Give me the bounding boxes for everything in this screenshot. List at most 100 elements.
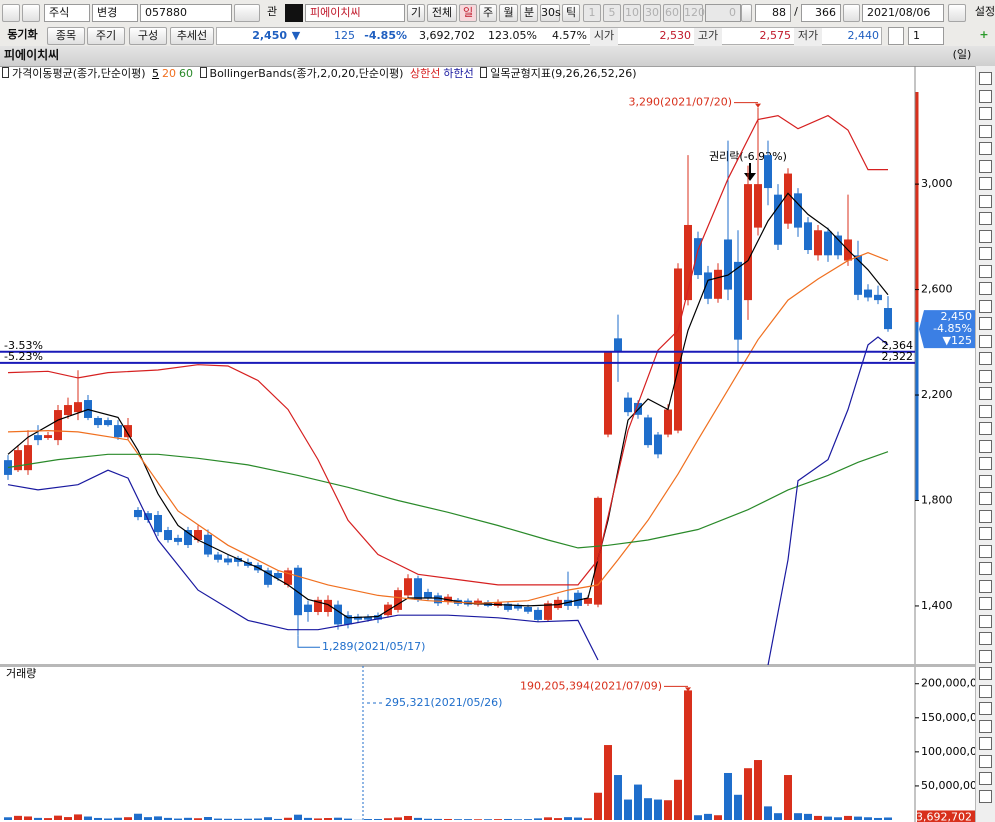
period-button[interactable]: 기 [407, 4, 425, 22]
count-input[interactable]: 0 [705, 4, 741, 22]
tool-icon[interactable] [979, 474, 992, 488]
tool-icon[interactable] [979, 422, 992, 435]
legend-entry[interactable]: 60 [179, 67, 194, 80]
volume-bar [34, 817, 42, 820]
change-select[interactable]: 변경 [92, 4, 138, 22]
period-button[interactable]: 30s [540, 4, 561, 22]
legend-entry[interactable]: 5 [152, 67, 160, 80]
period-button[interactable]: 전체 [427, 4, 457, 22]
total-input[interactable]: 366 [801, 4, 841, 22]
tool-icon[interactable] [979, 789, 992, 803]
tool-icon[interactable] [979, 229, 992, 243]
tool-button[interactable]: 종목 [47, 27, 85, 45]
spin-icon[interactable] [234, 4, 260, 22]
tool-icon[interactable] [979, 667, 992, 680]
period-button[interactable]: 틱 [562, 4, 580, 22]
tool-icon[interactable] [979, 369, 992, 383]
unit-button[interactable]: 10 [623, 4, 641, 22]
candle-body [114, 425, 122, 438]
tool-icon[interactable] [979, 649, 992, 663]
tool-icon[interactable] [979, 439, 992, 453]
tool-icon[interactable] [979, 212, 992, 225]
volume-bar [274, 818, 282, 820]
volume-bar [4, 817, 12, 820]
tool-icon[interactable] [979, 544, 992, 558]
tool-button[interactable]: 주기 [87, 27, 125, 45]
tool-button[interactable]: 추세선 [170, 27, 214, 45]
candle-body [694, 238, 702, 276]
tool-icon[interactable] [979, 509, 992, 523]
tool-icon[interactable] [979, 579, 992, 593]
watch-button[interactable]: 관 [266, 5, 278, 18]
tool-icon[interactable] [979, 614, 992, 628]
tool-button[interactable]: 구성 [129, 27, 167, 45]
market-select[interactable]: 주식 [44, 4, 90, 22]
tool-icon[interactable] [979, 772, 992, 785]
tool-icon[interactable] [979, 72, 992, 85]
tool-icon[interactable] [979, 142, 992, 155]
tool-icon[interactable] [979, 264, 992, 278]
swap-icon[interactable] [843, 4, 860, 22]
legend-entry[interactable]: 상한선 [409, 67, 441, 80]
tool-icon[interactable] [979, 352, 992, 365]
tool-icon[interactable] [979, 632, 992, 645]
tool-icon[interactable] [979, 719, 992, 733]
volume-bar [234, 818, 242, 820]
menu-icon[interactable] [22, 4, 40, 22]
save-icon[interactable] [948, 4, 966, 22]
date-input[interactable]: 2021/08/06 [862, 4, 944, 22]
unit-button[interactable]: 5 [603, 4, 621, 22]
tool-icon[interactable] [979, 317, 992, 330]
period-button[interactable]: 일 [459, 4, 477, 22]
tool-icon[interactable] [979, 702, 992, 715]
tool-icon[interactable] [979, 684, 992, 698]
unit-button[interactable]: 1 [583, 4, 601, 22]
unit-button[interactable]: 120 [683, 4, 705, 22]
sync-button[interactable]: 동기화 [7, 28, 38, 41]
volume-bar [94, 817, 102, 820]
tool-icon[interactable] [979, 737, 992, 750]
tool-icon[interactable] [979, 597, 992, 610]
tool-icon[interactable] [979, 124, 992, 138]
shown-input[interactable]: 88 [755, 4, 791, 22]
volume-bar [444, 818, 452, 820]
tool-icon[interactable] [979, 177, 992, 190]
period-button[interactable]: 월 [499, 4, 518, 22]
tool-icon[interactable] [979, 457, 992, 470]
tool-icon[interactable] [979, 107, 992, 120]
unit-button[interactable]: 60 [663, 4, 681, 22]
tool-icon[interactable] [979, 334, 992, 348]
legend-entry[interactable]: 하한선 [443, 67, 474, 80]
unit-button[interactable]: 30 [643, 4, 661, 22]
legend-entry[interactable]: 20 [162, 67, 177, 80]
tool-icon[interactable] [979, 159, 992, 173]
menu-icon[interactable] [2, 4, 20, 22]
code-input[interactable]: 057880 [140, 4, 232, 22]
tool-icon[interactable] [979, 492, 992, 505]
volume-plot [4, 690, 892, 820]
tool-icon[interactable] [979, 387, 992, 400]
add-icon[interactable]: + [979, 28, 989, 41]
spin-select[interactable]: 1 [908, 27, 944, 45]
spin-icon[interactable] [741, 4, 752, 22]
tool-icon[interactable] [979, 527, 992, 540]
tool-icon[interactable] [979, 562, 992, 575]
tool-icon[interactable] [979, 282, 992, 295]
volume-bar [664, 800, 672, 820]
volume-bar [194, 818, 202, 820]
stock-name: 피에이치씨 [305, 4, 405, 22]
tool-icon[interactable] [979, 247, 992, 260]
tool-icon[interactable] [979, 299, 992, 313]
tool-icon[interactable] [979, 404, 992, 418]
ratio-icon[interactable] [285, 4, 303, 22]
candle-body [854, 255, 862, 295]
period-button[interactable]: 분 [520, 4, 538, 22]
open: 2,530 [659, 29, 692, 42]
volume-bar [764, 806, 772, 820]
settings-button[interactable]: 설정 [974, 5, 995, 18]
tool-icon[interactable] [979, 754, 992, 768]
tool-icon[interactable] [979, 194, 992, 208]
checkbox[interactable] [888, 27, 904, 45]
period-button[interactable]: 주 [479, 4, 497, 22]
tool-icon[interactable] [979, 89, 992, 103]
